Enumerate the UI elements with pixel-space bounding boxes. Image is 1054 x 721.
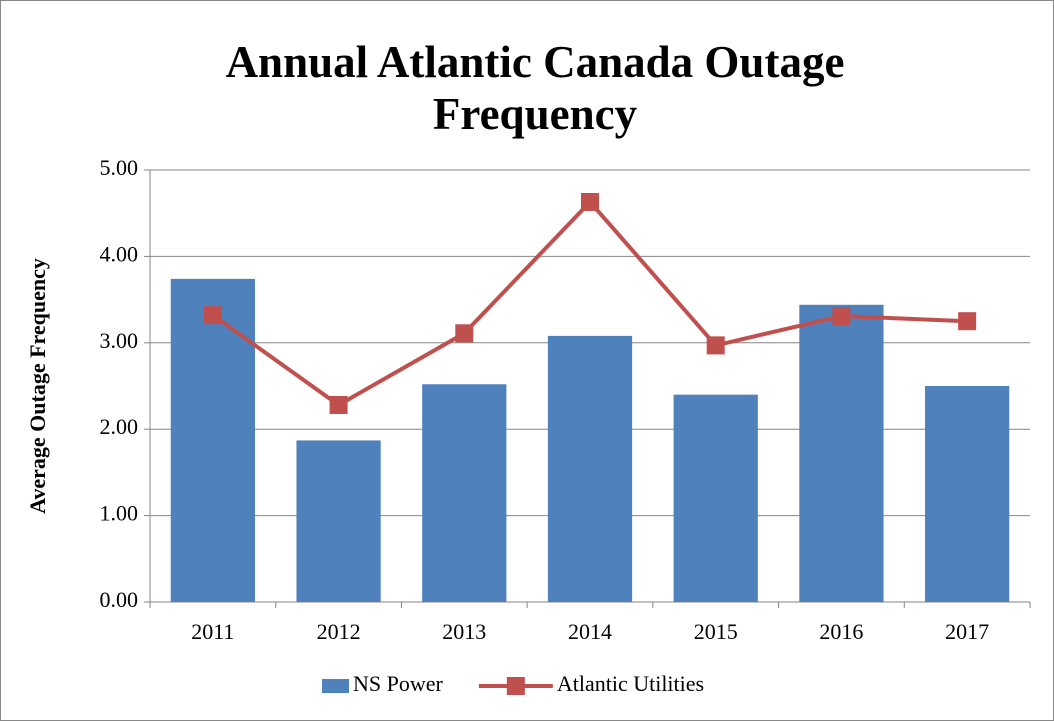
- chart-title: Annual Atlantic Canada Outage Frequency: [225, 37, 845, 139]
- bar: [925, 386, 1010, 602]
- x-tick-label: 2017: [945, 619, 989, 644]
- x-tick-label: 2016: [819, 619, 863, 644]
- marker: [832, 307, 851, 326]
- legend-marker: [506, 677, 525, 695]
- bar: [547, 335, 633, 602]
- x-tick-label: 2015: [694, 619, 738, 644]
- legend-swatch: [322, 679, 349, 693]
- y-tick-label: 4.00: [100, 241, 139, 266]
- marker: [329, 396, 348, 415]
- y-tick-label: 2.00: [100, 414, 139, 439]
- marker: [581, 192, 599, 211]
- y-axis-label: Average Outage Frequency: [25, 258, 50, 514]
- y-tick-label: 5.00: [100, 155, 139, 180]
- legend-label: NS Power: [353, 671, 444, 696]
- x-tick-label: 2011: [191, 619, 234, 644]
- legend-label: Atlantic Utilities: [557, 671, 704, 696]
- marker: [706, 336, 725, 355]
- x-tick-label: 2012: [317, 619, 361, 644]
- x-tick-label: 2014: [568, 619, 612, 644]
- y-tick-label: 3.00: [100, 328, 139, 353]
- x-tick-label: 2013: [442, 619, 486, 644]
- y-tick-label: 1.00: [100, 501, 139, 526]
- marker: [958, 312, 977, 331]
- bar: [673, 394, 758, 602]
- marker: [455, 324, 474, 343]
- bar: [170, 278, 255, 602]
- bar: [799, 304, 884, 602]
- y-tick-label: 0.00: [100, 587, 139, 612]
- bar: [422, 384, 507, 602]
- marker: [203, 306, 222, 325]
- bar: [296, 440, 381, 602]
